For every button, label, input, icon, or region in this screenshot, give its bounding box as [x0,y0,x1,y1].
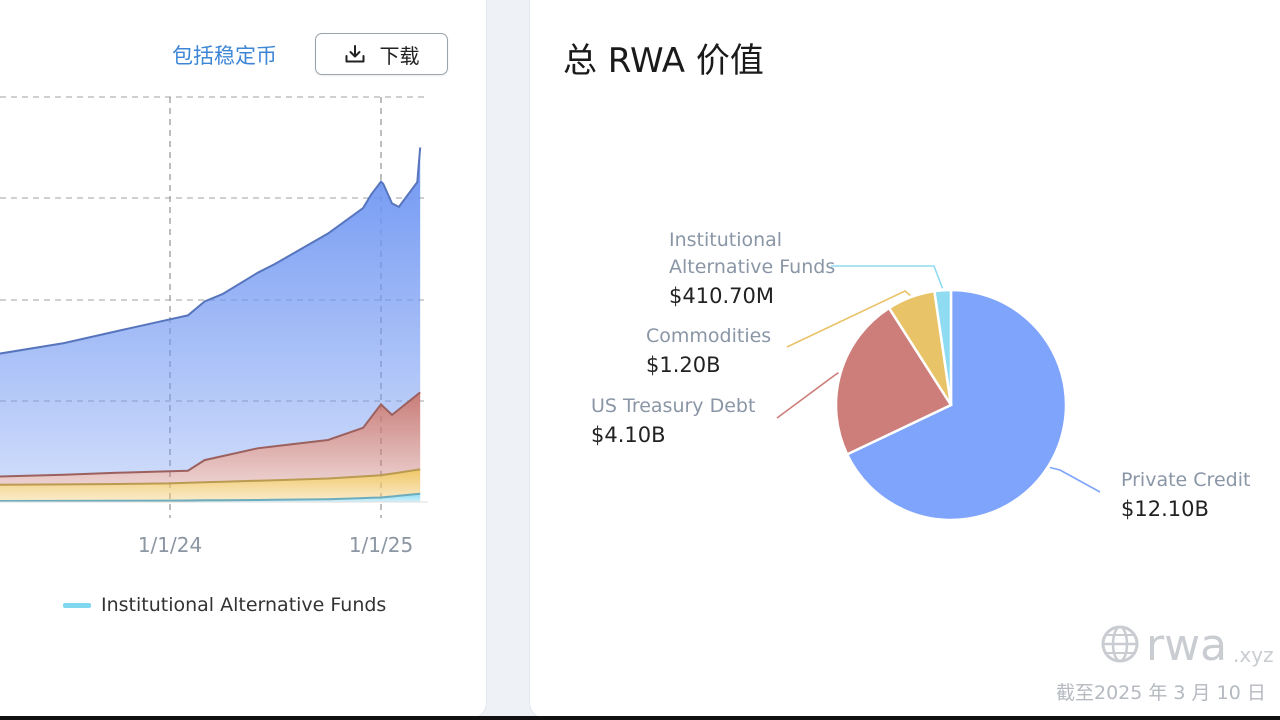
area-line-us-treasury-debt [0,391,421,478]
pie-label-name: Private Credit [1121,469,1251,491]
pie-label-us-treasury-debt: US Treasury Debt $4.10B [591,393,755,450]
area-series-private-credit [0,147,421,477]
leader-line-us-treasury-debt [776,372,839,419]
stacked-area-chart: 1/1/24 1/1/25 [0,96,428,557]
area-line-institutional-alternative-funds [0,492,421,502]
pie-slice-us-treasury-debt [834,306,953,457]
pie-label-value: $1.20B [646,353,721,377]
pie-label-value: $4.10B [591,423,666,447]
legend-swatch [63,602,91,608]
pie-label-private-credit: Private Credit $12.10B [1121,467,1250,524]
as-of-date: 截至2025 年 3 月 10 日 [1056,682,1266,704]
pie-label-value: $410.70M [669,284,774,308]
pie-slice-institutional-alternative-funds [932,288,953,406]
rwa-watermark: rwa .xyz [1100,624,1274,668]
download-label: 下载 [379,43,420,68]
area-line-commodities [0,468,421,486]
download-button[interactable]: 下载 [315,33,448,75]
pie-label-commodities: Commodities $1.20B [646,323,771,380]
x-tick-label: 1/1/25 [349,533,413,557]
area-line-private-credit [0,147,422,355]
leader-line-commodities [786,290,911,348]
brand-name: rwa [1146,620,1228,671]
leader-line-private-credit [1049,466,1101,493]
area-legend: Institutional Alternative Funds [63,594,386,616]
pie-slice-private-credit [845,288,1068,522]
pie-chart-title: 总 RWA 价值 [563,41,764,81]
legend-label: Institutional Alternative Funds [101,594,387,616]
x-tick-label: 1/1/24 [138,533,202,557]
pie-label-name-line2: Alternative Funds [669,256,836,278]
pie-label-name: Commodities [646,325,772,347]
globe-icon [1100,624,1140,668]
download-icon [344,44,366,64]
include-stablecoins-toggle[interactable]: 包括稳定币 [172,44,277,68]
bottom-edge [0,716,1280,720]
pie-label-institutional-alternative-funds: Institutional Alternative Funds $410.70M [669,227,835,311]
leader-line-institutional-alternative-funds [831,265,944,289]
pie-label-name-line1: Institutional [669,229,783,251]
area-series-commodities [0,469,421,501]
area-series-us-treasury-debt [0,392,421,485]
brand-suffix: .xyz [1233,643,1274,667]
pie-label-value: $12.10B [1121,497,1209,521]
pie-label-name: US Treasury Debt [591,395,756,417]
